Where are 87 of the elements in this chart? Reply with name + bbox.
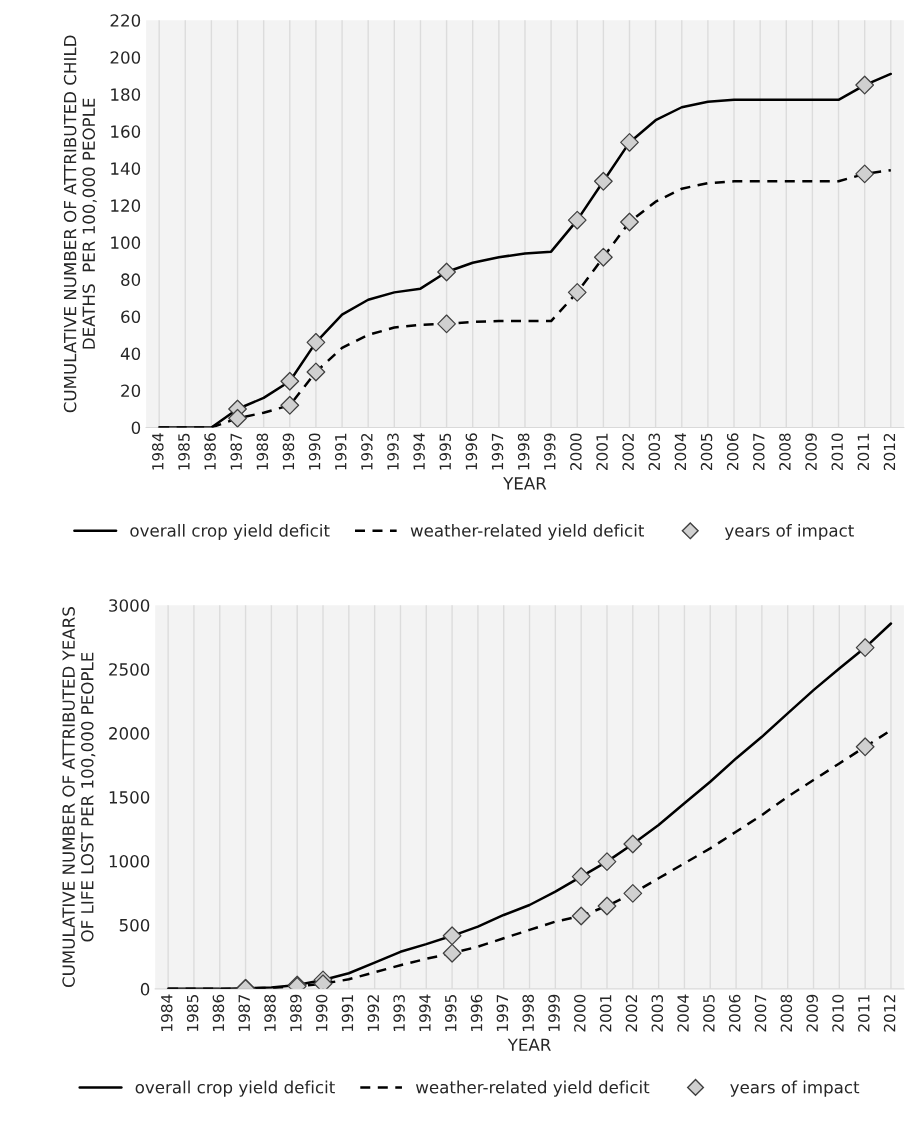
x-tick-label: 1987 [238,995,250,1031]
legend-label: years of impact [724,523,854,541]
x-tick-label: 2001 [596,433,608,471]
x-tick-label: 1997 [491,433,504,470]
x-tick-label: 1996 [465,433,478,470]
x-tick-label: 1993 [393,994,405,1031]
x-tick-label: 1986 [212,994,225,1031]
x-tick-label: 1992 [367,995,380,1031]
y-tick-label: 40 [120,347,141,361]
x-tick-label: 2010 [831,433,843,471]
y-tick-label: 20 [121,384,141,398]
x-tick-label: 1995 [444,995,457,1031]
y-axis-title: CUMULATIVE NUMBER OF ATTRIBUTED CHILD DEATHS PER 100,000 PEOPLE [63,35,97,413]
x-axis-title: YEAR [503,477,547,490]
x-tick-label: 2004 [677,994,689,1032]
x-tick-label: 1987 [230,433,242,470]
x-tick-label: 1992 [361,433,373,470]
x-tick-label: 1990 [315,994,328,1031]
x-tick-label: 2006 [728,994,741,1032]
y-tick-label: 140 [111,162,141,175]
y-tick-label: 2000 [109,727,150,740]
x-tick-label: 1985 [186,995,199,1031]
y-tick-label: 1000 [109,854,150,868]
x-tick-label: 1993 [387,433,399,470]
x-tick-label: 2008 [780,994,793,1032]
x-tick-label: 1991 [341,995,354,1031]
y-tick-label: 2500 [109,663,150,676]
y-tick-label: 200 [110,51,141,64]
y-tick-label: 220 [110,14,141,27]
x-tick-label: 2003 [648,433,661,471]
x-tick-label: 1998 [522,994,534,1031]
x-tick-label: 1999 [543,433,556,470]
y-tick-label: 120 [111,199,141,212]
x-tick-label: 1985 [178,433,190,470]
y-tick-label: 60 [121,310,141,323]
x-tick-label: 1988 [264,994,276,1031]
y-axis-title: CUMULATIVE NUMBER OF ATTRIBUTED YEARS OF LIFE LOST PER 100,000 PEOPLE [62,607,96,988]
x-tick-label: 1994 [419,994,431,1031]
legend-label: weather-related yield deficit [410,523,644,541]
x-tick-label: 2007 [754,995,767,1032]
x-tick-label: 1999 [548,994,560,1031]
x-tick-label: 2012 [883,995,896,1032]
x-tick-label: 2006 [726,433,739,471]
x-tick-label: 1990 [308,433,321,470]
x-tick-label: 2008 [779,433,791,471]
x-tick-label: 2002 [625,995,638,1032]
x-tick-label: 1988 [256,433,269,470]
x-tick-label: 2010 [832,994,844,1032]
y-tick-label: 0 [140,982,150,996]
y-tick-label: 100 [111,236,141,249]
x-tick-label: 2007 [753,433,765,471]
x-tick-label: 2011 [857,433,870,471]
legend-label: weather-related yield deficit [415,1080,650,1097]
legend-label: overall crop yield deficit [135,1080,335,1097]
x-tick-label: 1984 [152,433,164,470]
x-tick-label: 2012 [883,433,896,471]
x-tick-label: 2003 [651,994,664,1032]
x-tick-label: 1989 [282,433,295,470]
x-tick-label: 2005 [700,433,713,471]
x-tick-label: 1995 [439,433,452,470]
x-tick-label: 1997 [496,995,509,1031]
y-tick-label: 500 [119,918,150,932]
legend-label: overall crop yield deficit [130,523,330,541]
y-tick-label: 160 [111,125,141,138]
x-tick-label: 2002 [622,433,634,471]
y-tick-label: 80 [121,273,141,286]
y-tick-label: 0 [131,421,141,435]
x-tick-label: 1991 [334,433,347,470]
x-axis-title: YEAR [507,1038,551,1051]
y-tick-label: 1500 [109,791,150,804]
y-tick-label: 3000 [109,599,150,612]
x-tick-label: 1994 [413,433,425,470]
x-tick-label: 2004 [674,433,687,471]
x-tick-label: 2009 [806,994,818,1032]
x-tick-label: 1989 [290,994,302,1031]
x-tick-label: 1984 [160,994,173,1031]
x-tick-label: 1998 [517,433,530,470]
x-tick-label: 2011 [858,995,870,1032]
x-tick-label: 2000 [570,433,582,471]
x-tick-label: 2001 [599,995,612,1032]
x-tick-label: 1986 [204,433,216,470]
legend-label: years of impact [730,1080,860,1097]
x-tick-label: 2005 [703,995,715,1032]
x-tick-label: 2009 [805,433,817,471]
x-tick-label: 2000 [574,994,586,1032]
x-tick-label: 1996 [470,994,483,1031]
y-tick-label: 180 [111,88,141,101]
